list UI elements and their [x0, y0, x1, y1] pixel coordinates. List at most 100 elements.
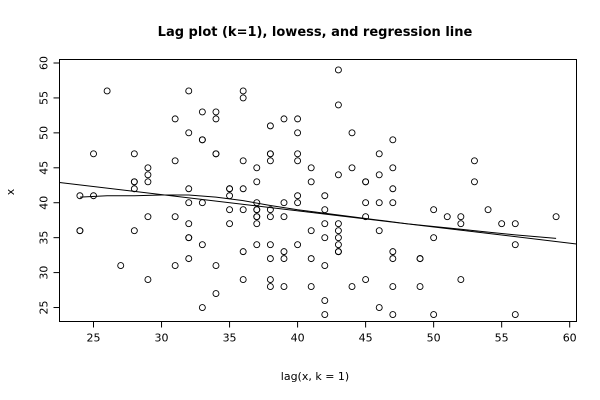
data-point: [348, 129, 356, 137]
data-point: [294, 241, 302, 249]
data-point: [307, 283, 315, 291]
data-point: [389, 283, 397, 291]
data-point: [321, 234, 329, 242]
data-point: [198, 199, 206, 207]
data-point: [457, 276, 465, 284]
data-points: [76, 66, 560, 318]
data-point: [471, 178, 478, 186]
y-tick-label: 55: [38, 91, 51, 105]
data-point: [226, 220, 234, 228]
data-point: [76, 192, 84, 200]
data-point: [294, 115, 302, 123]
data-point: [307, 164, 315, 172]
data-point: [334, 66, 342, 74]
data-point: [321, 206, 329, 214]
data-point: [280, 115, 288, 123]
data-point: [430, 206, 438, 214]
data-point: [511, 241, 519, 249]
x-tick-label: 55: [495, 332, 509, 345]
regression-line: [59, 181, 577, 245]
data-point: [389, 311, 397, 318]
y-tick-label: 40: [38, 196, 51, 210]
data-point: [321, 192, 329, 200]
x-tick-label: 45: [359, 332, 373, 345]
plot-frame: [59, 59, 577, 322]
data-point: [307, 178, 315, 186]
data-point: [90, 150, 97, 158]
data-point: [266, 150, 274, 158]
data-point: [334, 234, 342, 242]
data-point: [130, 178, 138, 186]
data-point: [212, 115, 220, 123]
data-point: [144, 178, 152, 186]
data-point: [294, 199, 302, 207]
data-point: [212, 150, 220, 158]
data-point: [294, 129, 302, 137]
data-point: [144, 213, 152, 221]
y-tick-label: 30: [38, 266, 51, 280]
data-point: [239, 87, 247, 95]
data-point: [362, 178, 370, 186]
data-point: [266, 255, 274, 263]
data-point: [375, 304, 383, 311]
y-tick-label: 45: [38, 161, 51, 175]
data-point: [280, 199, 288, 207]
data-point: [239, 94, 247, 102]
data-point: [389, 136, 397, 144]
x-tick-label: 60: [563, 332, 577, 345]
data-point: [389, 185, 397, 193]
data-point: [239, 206, 247, 214]
x-axis: 25 30 35 40 45 50 55 60: [87, 321, 577, 345]
data-point: [171, 262, 179, 270]
data-point: [144, 164, 152, 172]
data-point: [198, 108, 206, 116]
data-point: [253, 241, 261, 249]
data-point: [171, 157, 179, 165]
data-point: [375, 150, 383, 158]
data-point: [389, 164, 397, 172]
x-tick-label: 35: [223, 332, 237, 345]
data-point: [253, 164, 261, 172]
data-point: [348, 283, 356, 291]
data-point: [362, 276, 370, 284]
data-point: [294, 157, 302, 165]
y-tick-label: 25: [38, 301, 51, 315]
data-point: [185, 87, 193, 95]
data-point: [212, 290, 220, 298]
data-point: [552, 213, 560, 221]
data-point: [266, 122, 274, 130]
data-point: [280, 213, 288, 221]
y-axis-label: x: [4, 188, 17, 195]
data-point: [266, 206, 274, 214]
data-point: [389, 248, 397, 256]
data-point: [212, 108, 220, 116]
data-point: [321, 262, 329, 270]
data-point: [362, 199, 370, 207]
data-point: [307, 227, 315, 235]
chart-title: Lag plot (k=1), lowess, and regression l…: [158, 25, 473, 40]
data-point: [416, 283, 424, 291]
data-point: [334, 227, 342, 235]
data-point: [334, 241, 342, 249]
data-point: [294, 150, 302, 158]
data-point: [198, 136, 206, 144]
y-tick-label: 50: [38, 126, 51, 140]
data-point: [239, 157, 247, 165]
x-tick-label: 50: [427, 332, 441, 345]
y-tick-label: 60: [38, 56, 51, 70]
data-point: [389, 199, 397, 207]
x-tick-label: 30: [155, 332, 169, 345]
data-point: [334, 248, 342, 256]
data-point: [280, 248, 288, 256]
data-point: [334, 220, 342, 228]
data-point: [253, 220, 261, 228]
data-point: [198, 304, 206, 311]
data-point: [484, 206, 492, 214]
data-point: [416, 255, 424, 263]
data-point: [226, 192, 234, 200]
data-point: [130, 150, 138, 158]
lowess-line: [79, 194, 557, 239]
data-point: [471, 157, 478, 165]
data-point: [185, 185, 193, 193]
